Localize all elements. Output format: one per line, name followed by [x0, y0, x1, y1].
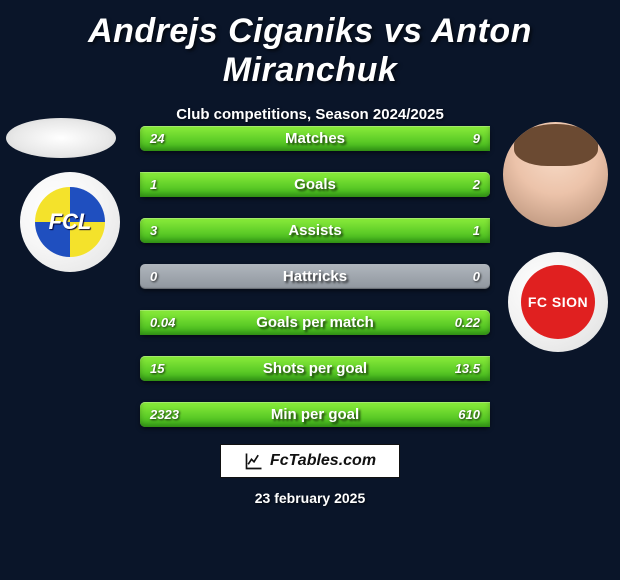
club1-logo-text: FCL — [35, 187, 105, 257]
site-badge-text: FcTables.com — [270, 452, 376, 470]
chart-icon — [244, 451, 264, 471]
stat-bar-row: 31Assists — [140, 218, 490, 243]
club2-logo-text: FC SION — [521, 265, 595, 339]
site-badge[interactable]: FcTables.com — [220, 444, 400, 478]
club1-logo: FCL — [20, 172, 120, 272]
stat-bar-row: 2323610Min per goal — [140, 402, 490, 427]
stat-bar-row: 0 0Hattricks — [140, 264, 490, 289]
player1-avatar — [6, 118, 116, 158]
stat-bar-row: 1513.5Shots per goal — [140, 356, 490, 381]
club2-logo: FC SION — [508, 252, 608, 352]
stat-bar-fill-left — [140, 126, 490, 151]
stat-bar-fill-left — [140, 402, 490, 427]
comparison-title: Andrejs Ciganiks vs Anton Miranchuk — [0, 0, 620, 90]
player2-avatar — [503, 122, 608, 227]
stat-bar-fill-left — [140, 218, 490, 243]
stat-bar-fill-left — [140, 356, 490, 381]
stat-label: Hattricks — [140, 264, 490, 289]
stat-bar-row: 12Goals — [140, 172, 490, 197]
stat-value-left: 0 — [140, 264, 167, 289]
snapshot-date: 23 february 2025 — [0, 490, 620, 506]
comparison-subtitle: Club competitions, Season 2024/2025 — [0, 106, 620, 123]
stat-bar-fill-right — [140, 172, 490, 197]
stat-bar-row: 0.040.22Goals per match — [140, 310, 490, 335]
stat-value-right: 0 — [463, 264, 490, 289]
stat-bar-row: 249Matches — [140, 126, 490, 151]
stats-bars-container: 249Matches 12Goals 31Assists 0 0Hattricks 0.0… — [140, 126, 490, 448]
stat-bar-fill-right — [140, 310, 490, 335]
